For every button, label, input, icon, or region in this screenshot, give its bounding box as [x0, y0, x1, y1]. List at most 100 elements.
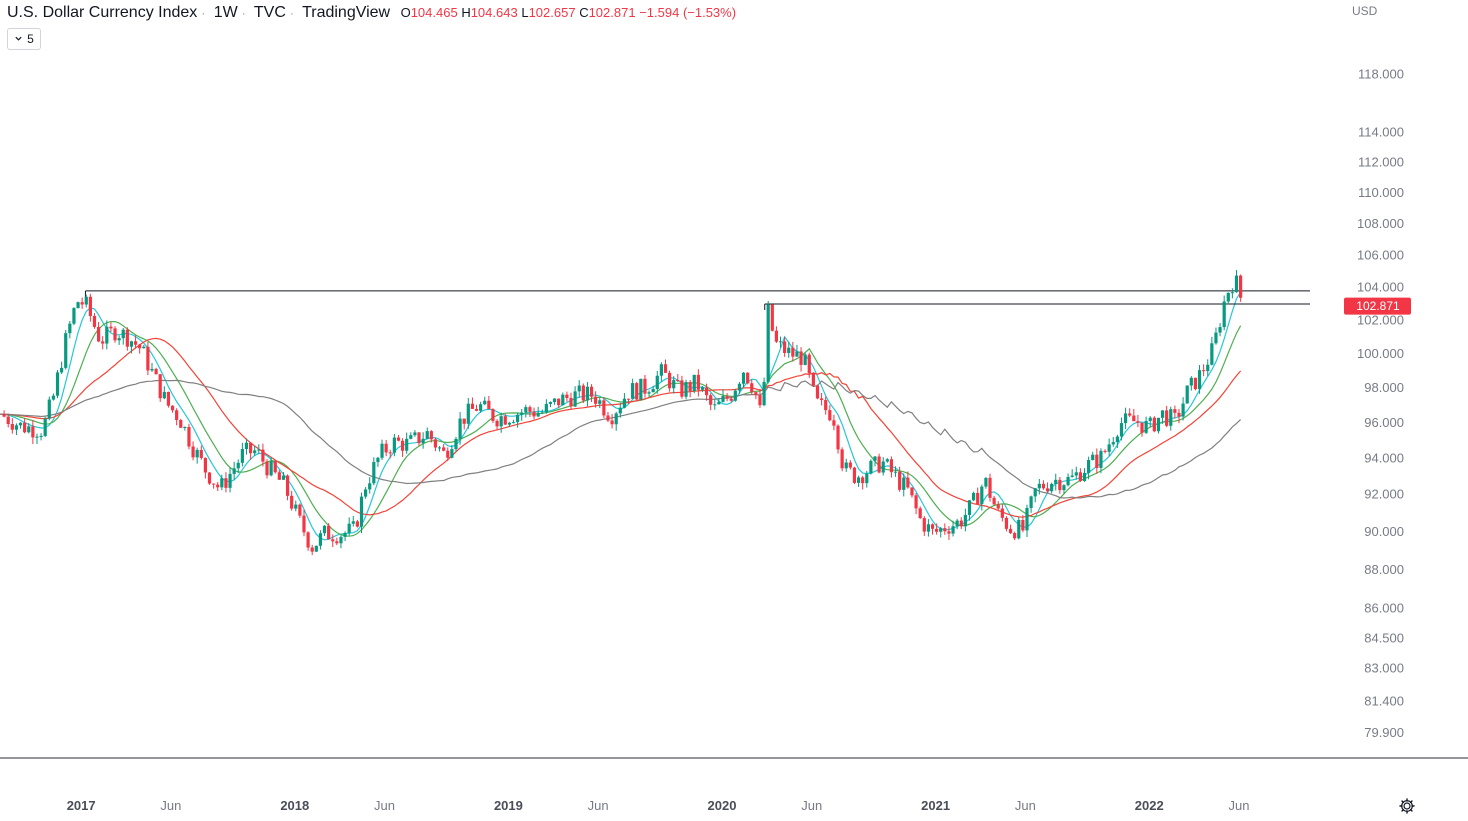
change-value: −1.594 (−1.53%) [639, 5, 737, 20]
candle-body [1156, 417, 1161, 432]
candle-body [1050, 483, 1054, 492]
symbol-name[interactable]: U.S. Dollar Currency Index [7, 4, 198, 21]
indicators-count: 5 [27, 32, 34, 46]
indicators-toggle-button[interactable]: 5 [7, 28, 41, 50]
candle-body [154, 368, 158, 375]
candle-body [684, 382, 688, 397]
time-tick-label: 2021 [921, 798, 950, 813]
candle-body [244, 442, 249, 449]
candle-body [392, 437, 396, 453]
candle-body [951, 526, 955, 534]
candle-body [639, 378, 643, 400]
candle-body [709, 395, 713, 405]
candle-body [117, 338, 121, 341]
candle-body [778, 341, 783, 343]
candle-body [121, 329, 125, 339]
candle-body [1115, 436, 1119, 443]
gear-icon[interactable] [1397, 796, 1417, 816]
candle-body [253, 450, 257, 454]
candle-body [1144, 420, 1148, 433]
candle-body [1095, 454, 1099, 468]
candle-body [417, 432, 421, 444]
candle-body [380, 443, 384, 458]
candle-body [980, 486, 984, 505]
candle-body [487, 400, 491, 410]
candle-body [409, 435, 413, 439]
candle-body [405, 438, 409, 451]
candle-body [663, 364, 668, 373]
candle-body [569, 397, 573, 407]
candle-body [988, 477, 992, 498]
candle-body [1074, 472, 1078, 476]
candle-body [236, 462, 240, 469]
candle-body [704, 387, 709, 396]
candle-body [421, 438, 425, 444]
time-tick-label: 2020 [708, 798, 737, 813]
candle-body [520, 412, 524, 415]
candle-body [1078, 472, 1082, 482]
candle-body [216, 484, 220, 488]
interval[interactable]: 1W [213, 4, 238, 21]
candle-body [187, 426, 191, 447]
candle-body [791, 347, 795, 357]
candle-body [692, 374, 696, 392]
candle-body [84, 296, 88, 305]
candle-body [713, 404, 717, 406]
candle-body [828, 410, 832, 421]
candle-body [598, 400, 602, 404]
candle-body [1017, 520, 1021, 539]
price-axis[interactable]: 118.000 114.000 112.000 110.000 108.000 106.0… [1357, 66, 1404, 739]
time-tick-label: 2018 [280, 798, 309, 813]
candle-body [240, 448, 244, 463]
price-tick-label: 86.000 [1364, 601, 1404, 616]
svg-text:102.871: 102.871 [1356, 299, 1400, 313]
candle-body [992, 497, 996, 505]
candle-body [746, 372, 750, 384]
candle-body [672, 380, 676, 389]
chevron-down-icon [14, 32, 23, 46]
candle-body [618, 407, 622, 414]
candle-body [1202, 370, 1206, 372]
candle-body [1082, 472, 1087, 482]
candle-body [364, 489, 368, 497]
candle-body [183, 426, 187, 428]
candle-body [273, 461, 277, 473]
candle-body [750, 383, 754, 393]
candle-body [1111, 442, 1115, 445]
candle-body [811, 373, 815, 386]
candle-body [532, 411, 536, 417]
candle-body [865, 473, 869, 484]
time-tick-label: Jun [374, 798, 395, 813]
candle-body [261, 449, 265, 462]
candle-body [1123, 413, 1128, 424]
price-tick-label: 106.000 [1357, 248, 1404, 263]
candle-body [898, 471, 902, 490]
candle-body [889, 459, 894, 473]
horizontal-level-layer[interactable] [84, 290, 1310, 310]
candle-body [1128, 413, 1132, 416]
symbol-legend[interactable]: U.S. Dollar Currency Index · 1W · TVC · Tra… [7, 4, 736, 24]
candle-body [594, 396, 598, 404]
candle-body [1218, 327, 1222, 333]
candle-body [737, 383, 742, 391]
candle-body [96, 326, 101, 342]
candle-body [557, 398, 561, 406]
candle-body [23, 422, 27, 433]
candle-body [327, 525, 331, 540]
candle-body [281, 475, 286, 480]
candle-body [269, 461, 273, 476]
candle-body [626, 398, 631, 400]
candle-body [458, 418, 462, 439]
candle-body [1169, 409, 1173, 426]
candle-body [840, 449, 844, 469]
close-label: C [579, 5, 589, 20]
candle-body [150, 368, 154, 371]
candle-body [68, 323, 72, 334]
time-tick-label: 2022 [1135, 798, 1164, 813]
time-axis[interactable]: 2017 Jun 2018 Jun 2019 Jun 2020 Jun 2021 Jun 2022 J… [67, 798, 1250, 813]
candle-body [1132, 415, 1136, 422]
price-tick-label: 79.900 [1364, 725, 1404, 740]
candle-body [495, 420, 499, 427]
price-tick-label: 96.000 [1364, 415, 1404, 430]
